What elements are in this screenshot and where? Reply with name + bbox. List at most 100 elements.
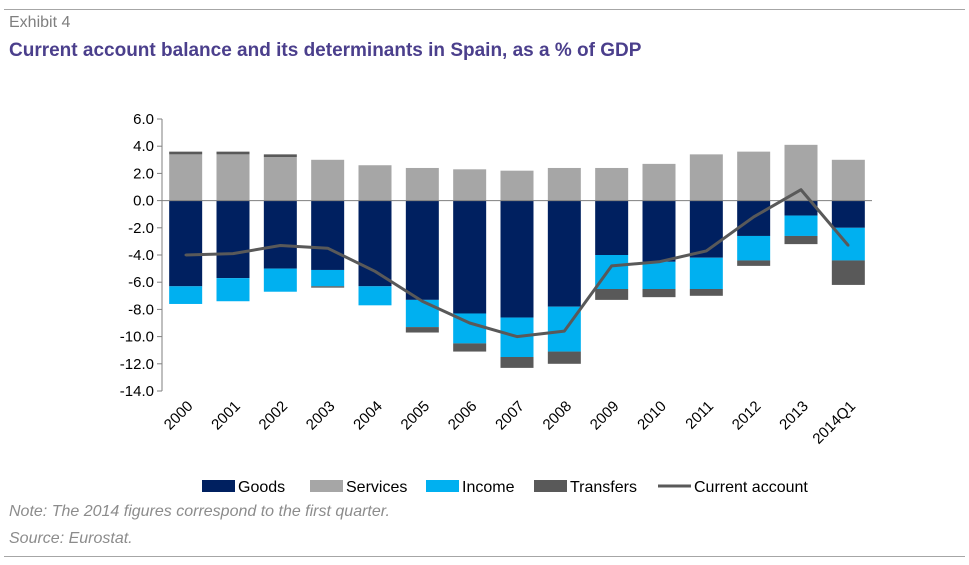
y-tick-label: 4.0 (133, 138, 154, 155)
bar-services-2002 (263, 157, 297, 201)
x-tick-label: 2009 (587, 398, 623, 434)
legend-swatch-services (310, 480, 343, 492)
legend-label-goods: Goods (238, 479, 285, 496)
x-tick-label: 2010 (634, 398, 670, 434)
y-tick-label: 6.0 (133, 111, 154, 128)
bar-services-2007 (500, 170, 534, 201)
current-account-point-2007 (515, 335, 519, 338)
bar-income-2004 (358, 286, 392, 306)
bar-goods-2002 (263, 200, 297, 269)
legend-label-transfers: Transfers (570, 479, 637, 496)
chart-title: Current account balance and its determin… (9, 40, 642, 61)
bar-goods-2006 (453, 200, 487, 314)
bar-goods-2000 (169, 200, 203, 287)
x-tick-label: 2003 (303, 398, 339, 434)
bar-income-2005 (405, 299, 439, 328)
bar-income-2001 (216, 278, 250, 302)
bar-services-2006 (453, 169, 487, 201)
y-tick-label: -6.0 (128, 274, 154, 291)
current-account-point-2005 (421, 300, 424, 303)
x-tick-label: 2006 (445, 398, 481, 434)
bar-goods-2005 (405, 200, 439, 300)
bar-income-2013 (784, 215, 818, 236)
bar-services-2009 (595, 167, 629, 201)
bar-goods-2003 (311, 200, 345, 270)
bar-goods-2004 (358, 200, 392, 287)
y-tick-label: -14.0 (120, 383, 154, 400)
x-tick-label: 2001 (208, 398, 244, 434)
bar-transfers-2008 (547, 351, 581, 364)
bar-goods-2011 (689, 200, 723, 258)
bar-transfers-2003 (311, 286, 345, 288)
bar-transfers-2005 (405, 327, 439, 333)
legend-label-income: Income (462, 479, 515, 496)
current-account-point-2000 (184, 253, 187, 257)
bar-income-2010 (642, 261, 676, 289)
bar-income-2000 (169, 286, 203, 304)
bar-services-2000 (169, 154, 203, 201)
y-tick-label: -10.0 (120, 329, 154, 346)
bar-transfers-2000 (169, 151, 203, 155)
bar-goods-2013 (784, 200, 818, 216)
legend-swatch-income (426, 480, 459, 492)
x-tick-label: 2000 (161, 398, 197, 434)
x-tick-label: 2002 (256, 398, 292, 434)
bar-goods-2007 (500, 200, 534, 318)
source-note: Source: Eurostat. (9, 530, 133, 547)
footnote: Note: The 2014 figures correspond to the… (9, 503, 390, 520)
current-account-point-2008 (563, 329, 566, 333)
y-tick-label: -4.0 (128, 247, 154, 264)
bar-income-2002 (263, 268, 297, 292)
bar-goods-2010 (642, 200, 676, 262)
current-account-point-2006 (468, 321, 471, 325)
bar-transfers-2012 (737, 260, 771, 266)
bars-group (169, 144, 865, 368)
current-account-point-2010 (657, 260, 661, 263)
bar-services-2010 (642, 163, 676, 201)
x-tick-label: 2012 (729, 398, 765, 434)
bar-transfers-2014Q1 (831, 260, 865, 285)
x-tick-label: 2004 (350, 398, 386, 434)
bar-services-2003 (311, 159, 345, 201)
y-tick-label: 2.0 (133, 165, 154, 182)
x-tick-label: 2008 (540, 398, 576, 434)
bar-goods-2008 (547, 200, 581, 307)
bar-transfers-2011 (689, 289, 723, 296)
legend-label-current-account: Current account (694, 479, 808, 496)
bar-transfers-2010 (642, 289, 676, 298)
y-tick-label: -12.0 (120, 356, 154, 373)
current-account-point-2011 (705, 249, 708, 253)
current-account-point-2009 (610, 264, 613, 268)
bar-goods-2014Q1 (831, 200, 865, 228)
top-rule (4, 9, 965, 10)
legend-swatch-transfers (534, 480, 567, 492)
legend: Goods Services Income Transfers Current acco… (202, 479, 808, 496)
y-tick-label: -2.0 (128, 220, 154, 237)
bar-transfers-2001 (216, 151, 250, 155)
bottom-rule (4, 556, 965, 557)
y-tick-label: -8.0 (128, 301, 154, 318)
exhibit-label: Exhibit 4 (9, 14, 71, 31)
current-account-point-2002 (279, 244, 282, 247)
y-ticks-group: 6.0 4.0 2.0 0.0 -2.0 -4.0 -6.0 -8.0 -10.0 -12.0 -1… (120, 111, 162, 400)
bar-services-2001 (216, 154, 250, 201)
current-account-point-2001 (231, 252, 235, 255)
bar-services-2011 (689, 154, 723, 201)
bar-goods-2009 (595, 200, 629, 255)
bar-services-2004 (358, 165, 392, 201)
bar-services-2012 (737, 151, 771, 201)
x-tick-labels-group: 2000 2001 2002 2003 2004 2005 2006 2007 2008 2009… (161, 398, 859, 448)
bar-goods-2001 (216, 200, 250, 279)
chart-svg: 6.0 4.0 2.0 0.0 -2.0 -4.0 -6.0 -8.0 -10.0 -12.0 -1… (120, 111, 872, 496)
bar-services-2005 (405, 167, 439, 201)
bar-services-2013 (784, 144, 818, 201)
x-tick-label: 2005 (398, 398, 434, 434)
x-tick-label: 2011 (682, 398, 717, 433)
current-account-point-2003 (326, 247, 329, 250)
bar-transfers-2002 (263, 154, 297, 158)
current-account-point-2013 (799, 188, 803, 191)
bar-transfers-2009 (595, 289, 629, 300)
x-tick-label: 2007 (492, 398, 528, 434)
x-tick-label: 2014Q1 (809, 398, 859, 448)
current-account-point-2014Q1 (847, 244, 850, 247)
